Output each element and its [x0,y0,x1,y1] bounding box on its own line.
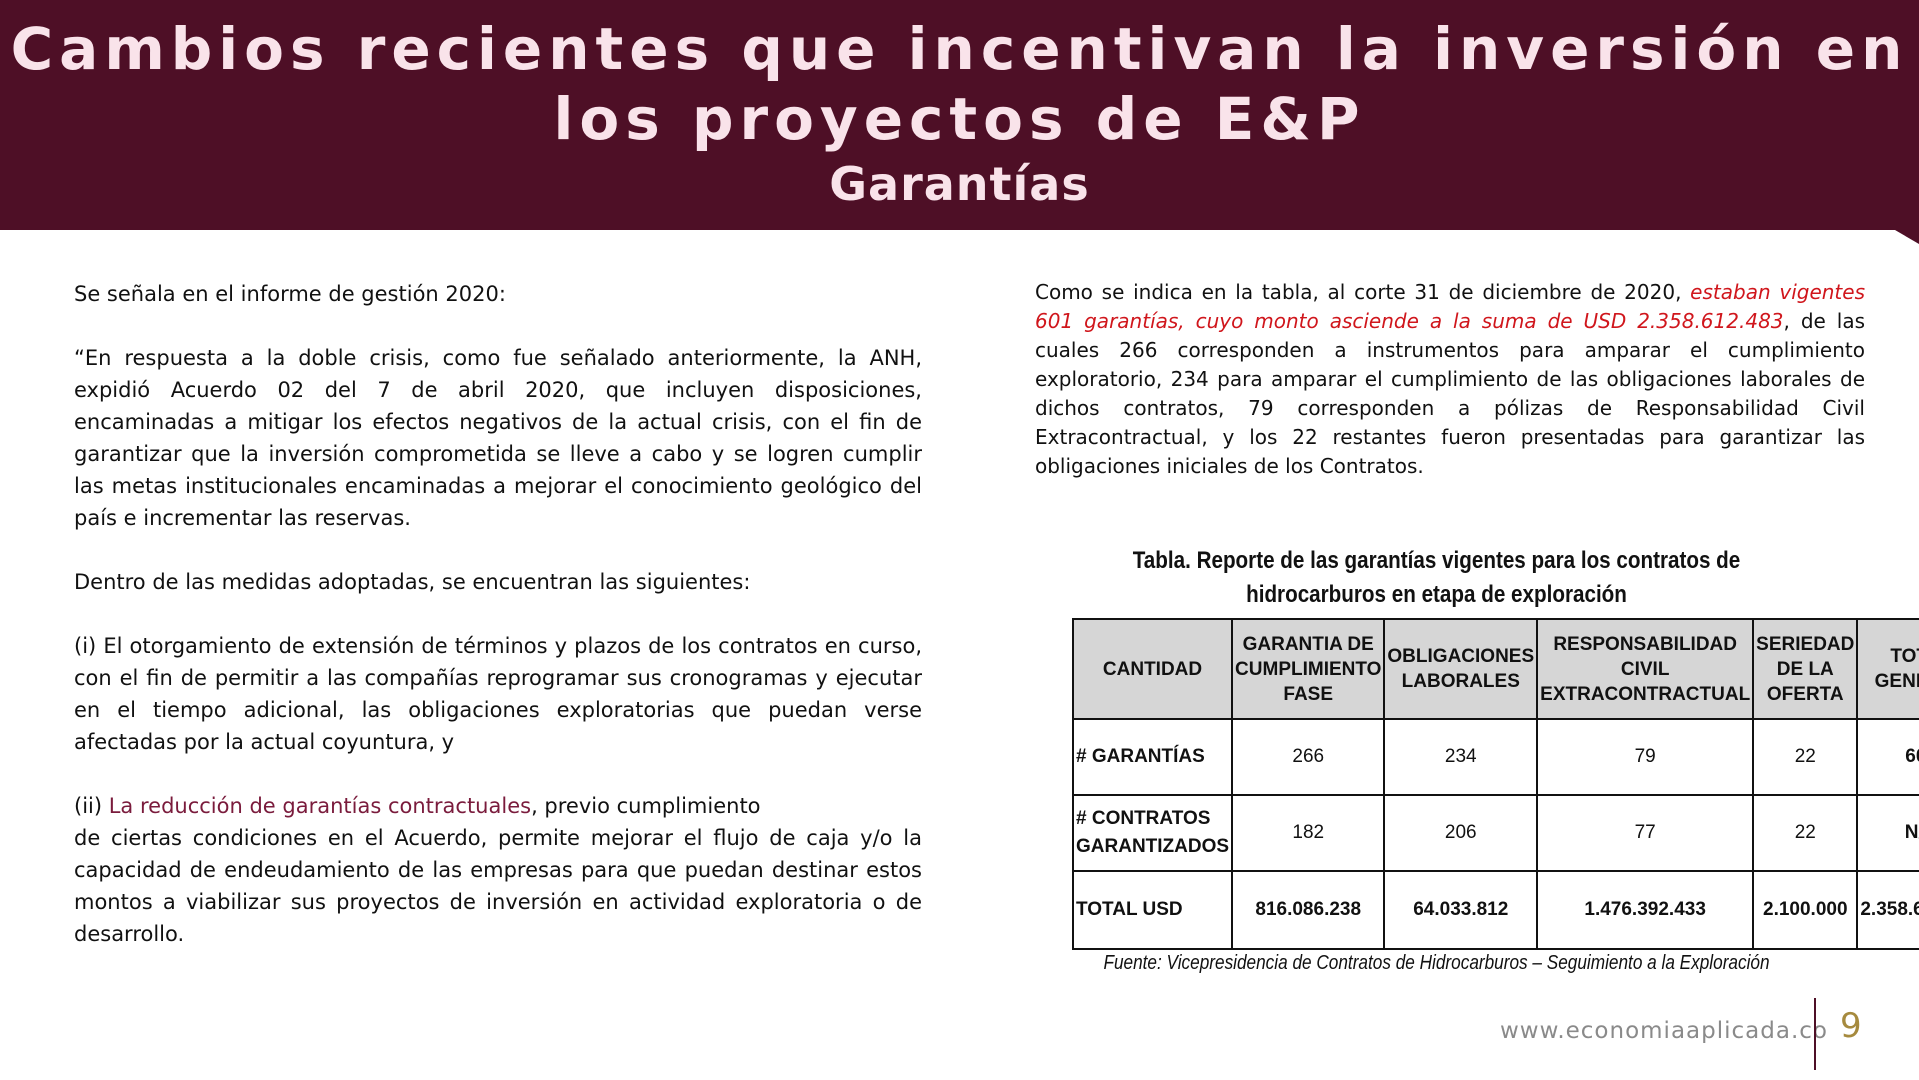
table-header-cell: CANTIDAD [1071,618,1234,720]
table-cell: 64.033.812 [1383,870,1539,950]
table-cell-total: 601 [1856,718,1919,796]
measure-ii-paragraph: (ii) La reducción de garantías contractu… [74,790,922,950]
table-cell-total: N/A [1856,794,1919,872]
header-corner-decoration [1895,230,1919,244]
guarantees-table-block: Tabla. Reporte de las garantías vigentes… [1071,544,1919,975]
row-label: TOTAL USD [1071,870,1234,950]
table-cell: 2.100.000 [1752,870,1859,950]
measure-ii-highlight: La reducción de garantías contractuales [108,794,532,818]
table-cell: 77 [1536,794,1755,872]
table-cell-total: 2.358.612.483 [1856,870,1919,950]
table-cell: 234 [1383,718,1539,796]
row-label: # GARANTÍAS [1071,718,1234,796]
summary-pre: Como se indica en la tabla, al corte 31 … [1035,280,1691,304]
right-summary-paragraph: Como se indica en la tabla, al corte 31 … [1035,278,1865,481]
table-cell: 206 [1383,794,1539,872]
slide-subtitle: Garantías [829,157,1090,211]
table-title: Tabla. Reporte de las garantías vigentes… [1132,547,1741,608]
summary-post: , de las cuales 266 corresponden a instr… [1035,309,1865,478]
table-cell: 1.476.392.433 [1536,870,1755,950]
table-cell: 22 [1752,718,1859,796]
table-cell: 182 [1231,794,1386,872]
guarantees-table: CANTIDAD GARANTIA DE CUMPLIMIENTO FASE O… [1071,618,1919,950]
left-column: Se señala en el informe de gestión 2020:… [74,278,922,982]
table-header-cell: TOTAL GENERAL [1856,618,1919,720]
slide-header: Cambios recientes que incentivan la inve… [0,0,1919,230]
measure-i-paragraph: (i) El otorgamiento de extensión de térm… [74,634,922,754]
table-cell: 22 [1752,794,1859,872]
table-header-row: CANTIDAD GARANTIA DE CUMPLIMIENTO FASE O… [1071,618,1919,720]
table-cell: 266 [1231,718,1386,796]
table-row: # CONTRATOS GARANTIZADOS 182 206 77 22 N… [1071,794,1919,872]
table-row: # GARANTÍAS 266 234 79 22 601 [1071,718,1919,796]
table-cell: 816.086.238 [1231,870,1386,950]
measure-ii-line1-rest: , previo cumplimiento [531,794,761,818]
footer-url: www.economiaaplicada.co [1500,1018,1828,1044]
quote-paragraph: “En respuesta a la doble crisis, como fu… [74,346,922,530]
table-header-cell: GARANTIA DE CUMPLIMIENTO FASE [1231,618,1386,720]
table-header-cell: RESPONSABILIDAD CIVIL EXTRACONTRACTUAL [1536,618,1755,720]
summary-highlight: estaban vigentes 601 garantías, cuyo mon… [1035,280,1865,333]
table-row: TOTAL USD 816.086.238 64.033.812 1.476.3… [1071,870,1919,950]
table-source: Fuente: Vicepresidencia de Contratos de … [1103,952,1770,974]
table-header-cell: SERIEDAD DE LA OFERTA [1752,618,1859,720]
table-header-cell: OBLIGACIONES LABORALES [1383,618,1539,720]
footer-divider [1814,998,1816,1070]
measures-intro: Dentro de las medidas adoptadas, se encu… [74,570,751,594]
table-cell: 79 [1536,718,1755,796]
page-number: 9 [1840,1006,1862,1046]
intro-paragraph: Se señala en el informe de gestión 2020: [74,282,506,306]
measure-ii-prefix: (ii) [74,794,109,818]
slide-title: Cambios recientes que incentivan la inve… [10,15,1909,153]
row-label: # CONTRATOS GARANTIZADOS [1071,794,1234,872]
measure-ii-rest: de ciertas condiciones en el Acuerdo, pe… [74,826,922,946]
